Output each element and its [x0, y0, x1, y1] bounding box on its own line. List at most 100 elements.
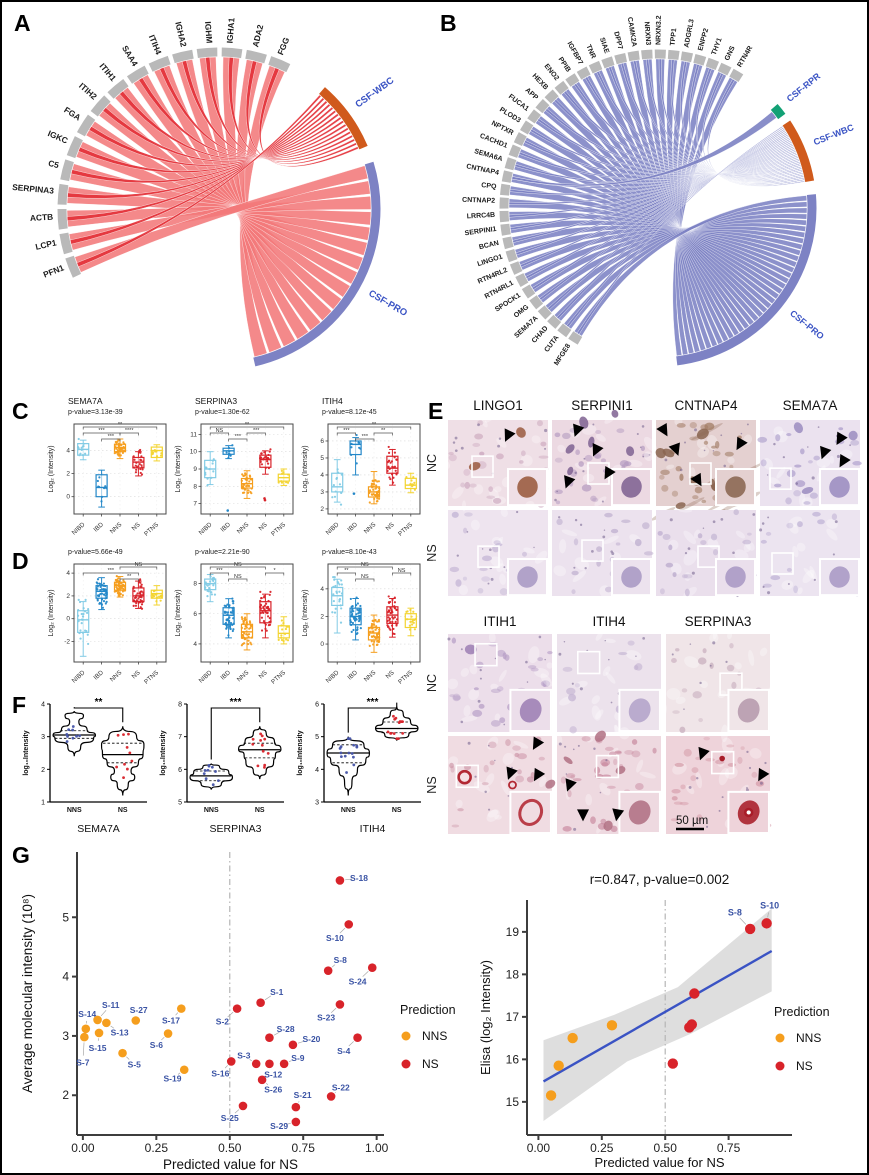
arrowhead-marker — [573, 423, 585, 437]
data-point-S-28 — [265, 1033, 274, 1043]
x-category-label: IBD — [219, 521, 232, 534]
sig-label: *** — [235, 434, 242, 440]
chord-sector-label: SIAE — [598, 37, 610, 55]
svg-text:5: 5 — [315, 734, 319, 741]
point-label-S-27: S-27 — [130, 1005, 148, 1015]
histo-row-label-NS-1: NS — [425, 776, 439, 793]
chord-sector — [568, 331, 583, 345]
sig-label: NS — [234, 574, 242, 580]
roi-marker-box — [581, 539, 604, 562]
roi-marker-box — [474, 643, 498, 667]
arrowhead-marker — [758, 767, 770, 782]
roi-marker-box — [771, 552, 794, 575]
svg-text:1.00: 1.00 — [365, 1141, 389, 1155]
svg-text:19: 19 — [506, 925, 520, 939]
chord-sector-label: NRXN3.2 — [655, 15, 662, 45]
sig-label: ** — [118, 422, 123, 428]
svg-text:2: 2 — [320, 506, 324, 513]
x-category-label: PTNS — [143, 669, 160, 685]
chord-sector-label: APP — [524, 87, 540, 102]
legend-label-NNS: NNS — [796, 1031, 821, 1045]
x-category-label: NS — [131, 669, 142, 680]
point-label-S-8: S-8 — [334, 955, 348, 965]
boxplot-itih4: ITIH4p-value=8.12e-45**********23456NIBD… — [302, 396, 421, 538]
boxplot-C3: ITIH4p-value=8.12e-45**********23456NIBD… — [302, 396, 421, 538]
violin-shape — [100, 725, 145, 796]
chord-sector-label: IGHA2 — [173, 21, 189, 49]
point-label-S-20: S-20 — [302, 1034, 320, 1044]
histo-tile-ITIH4-NC — [540, 631, 677, 741]
svg-text:0.50: 0.50 — [654, 1141, 678, 1155]
chord-diagram-csf-pro: CSF-RPR CSF-WBC CSF-PRO RTN4RGNSTHY1ENPP2AD… — [462, 15, 856, 367]
x-category-label: NS — [385, 521, 396, 532]
svg-text:8: 8 — [193, 483, 197, 490]
arrowhead-marker — [565, 778, 577, 792]
histo-col-title-LINGO1: LINGO1 — [473, 398, 523, 413]
svg-text:3: 3 — [41, 734, 45, 741]
sig-label: ** — [344, 568, 349, 574]
chord-ribbon — [566, 127, 785, 328]
legend: Prediction NNS NS — [774, 1005, 830, 1073]
data-point-S-8 — [744, 923, 756, 935]
point-label-S-23: S-23 — [317, 1013, 335, 1023]
chord-sector-label: RTN4R — [736, 45, 754, 69]
x-axis-label: Predicted value for NS — [594, 1155, 724, 1170]
x-category-label: NS — [258, 669, 269, 680]
chord-sector-label: CHAD — [531, 325, 550, 345]
data-point-S-23 — [335, 1000, 345, 1009]
y-axis-label: Log₂ (Intensity) — [48, 589, 55, 636]
data-point-S-18 — [335, 876, 345, 885]
histo-col-title-ITIH4: ITIH4 — [592, 614, 625, 629]
x-category-label: PTNS — [270, 521, 287, 537]
x-category-label: IBD — [346, 521, 359, 534]
boxplot-C1: SEMA7Ap-value=3.13e-39************024NIB… — [48, 396, 167, 538]
chord-sector-label: ENPP2 — [697, 28, 710, 52]
inset-magnified — [727, 688, 770, 733]
x-category-label: NNS — [109, 669, 124, 683]
chord-ribbon — [571, 81, 755, 326]
chord-sector — [527, 109, 541, 124]
chord-ribbon — [88, 113, 340, 167]
chord-ribbon — [675, 63, 703, 353]
svg-text:16: 16 — [506, 1052, 520, 1066]
chord-sector-label: ENO2 — [543, 63, 560, 82]
chord-ribbon — [530, 222, 807, 293]
chord-sector — [500, 223, 511, 236]
svg-text:6: 6 — [178, 767, 182, 774]
chord-sector-label: NRXN3 — [643, 21, 652, 45]
chord-ribbon — [523, 225, 806, 282]
point-label-S-8: S-8 — [728, 908, 742, 918]
arrowhead-marker — [836, 431, 848, 445]
x-category-label: PTNS — [270, 669, 287, 685]
roi-marker-box — [477, 545, 500, 568]
plot-pvalue: p-value=8.10e-43 — [322, 549, 377, 556]
roi-marker-box — [697, 545, 720, 568]
sig-label: ** — [372, 422, 377, 428]
plot-pvalue: p-value=5.66e-49 — [68, 549, 123, 556]
x-category-label: IBD — [92, 669, 105, 682]
x-category-label: NIBD — [325, 669, 341, 685]
inset-magnified — [509, 790, 552, 835]
arrowhead-marker — [839, 453, 851, 468]
chord-ribbon — [508, 211, 798, 268]
svg-text:4: 4 — [66, 448, 70, 455]
svg-text:1: 1 — [41, 800, 45, 807]
chord-sector-label: PPIB — [557, 56, 572, 73]
svg-text:18: 18 — [506, 967, 520, 981]
panel-label-a: A — [14, 10, 31, 36]
chord-ribbon — [509, 144, 794, 196]
chord-ribbon — [670, 59, 804, 181]
plot-title: r=0.847, p-value=0.002 — [590, 872, 730, 887]
arrowhead-marker — [504, 428, 516, 442]
plot-title: ITIH4 — [360, 823, 386, 835]
arrowhead-marker — [736, 436, 748, 451]
data-point — [667, 1058, 679, 1069]
y-axis-label: Log₂ (Intensity) — [175, 589, 182, 636]
histo-tile-SERPINI1-NC — [552, 409, 652, 517]
violin-F1: 1 2 3 4 log₁₀Intensity NNS NS ** SEMA7A — [23, 697, 147, 835]
chord-sector — [537, 305, 552, 320]
